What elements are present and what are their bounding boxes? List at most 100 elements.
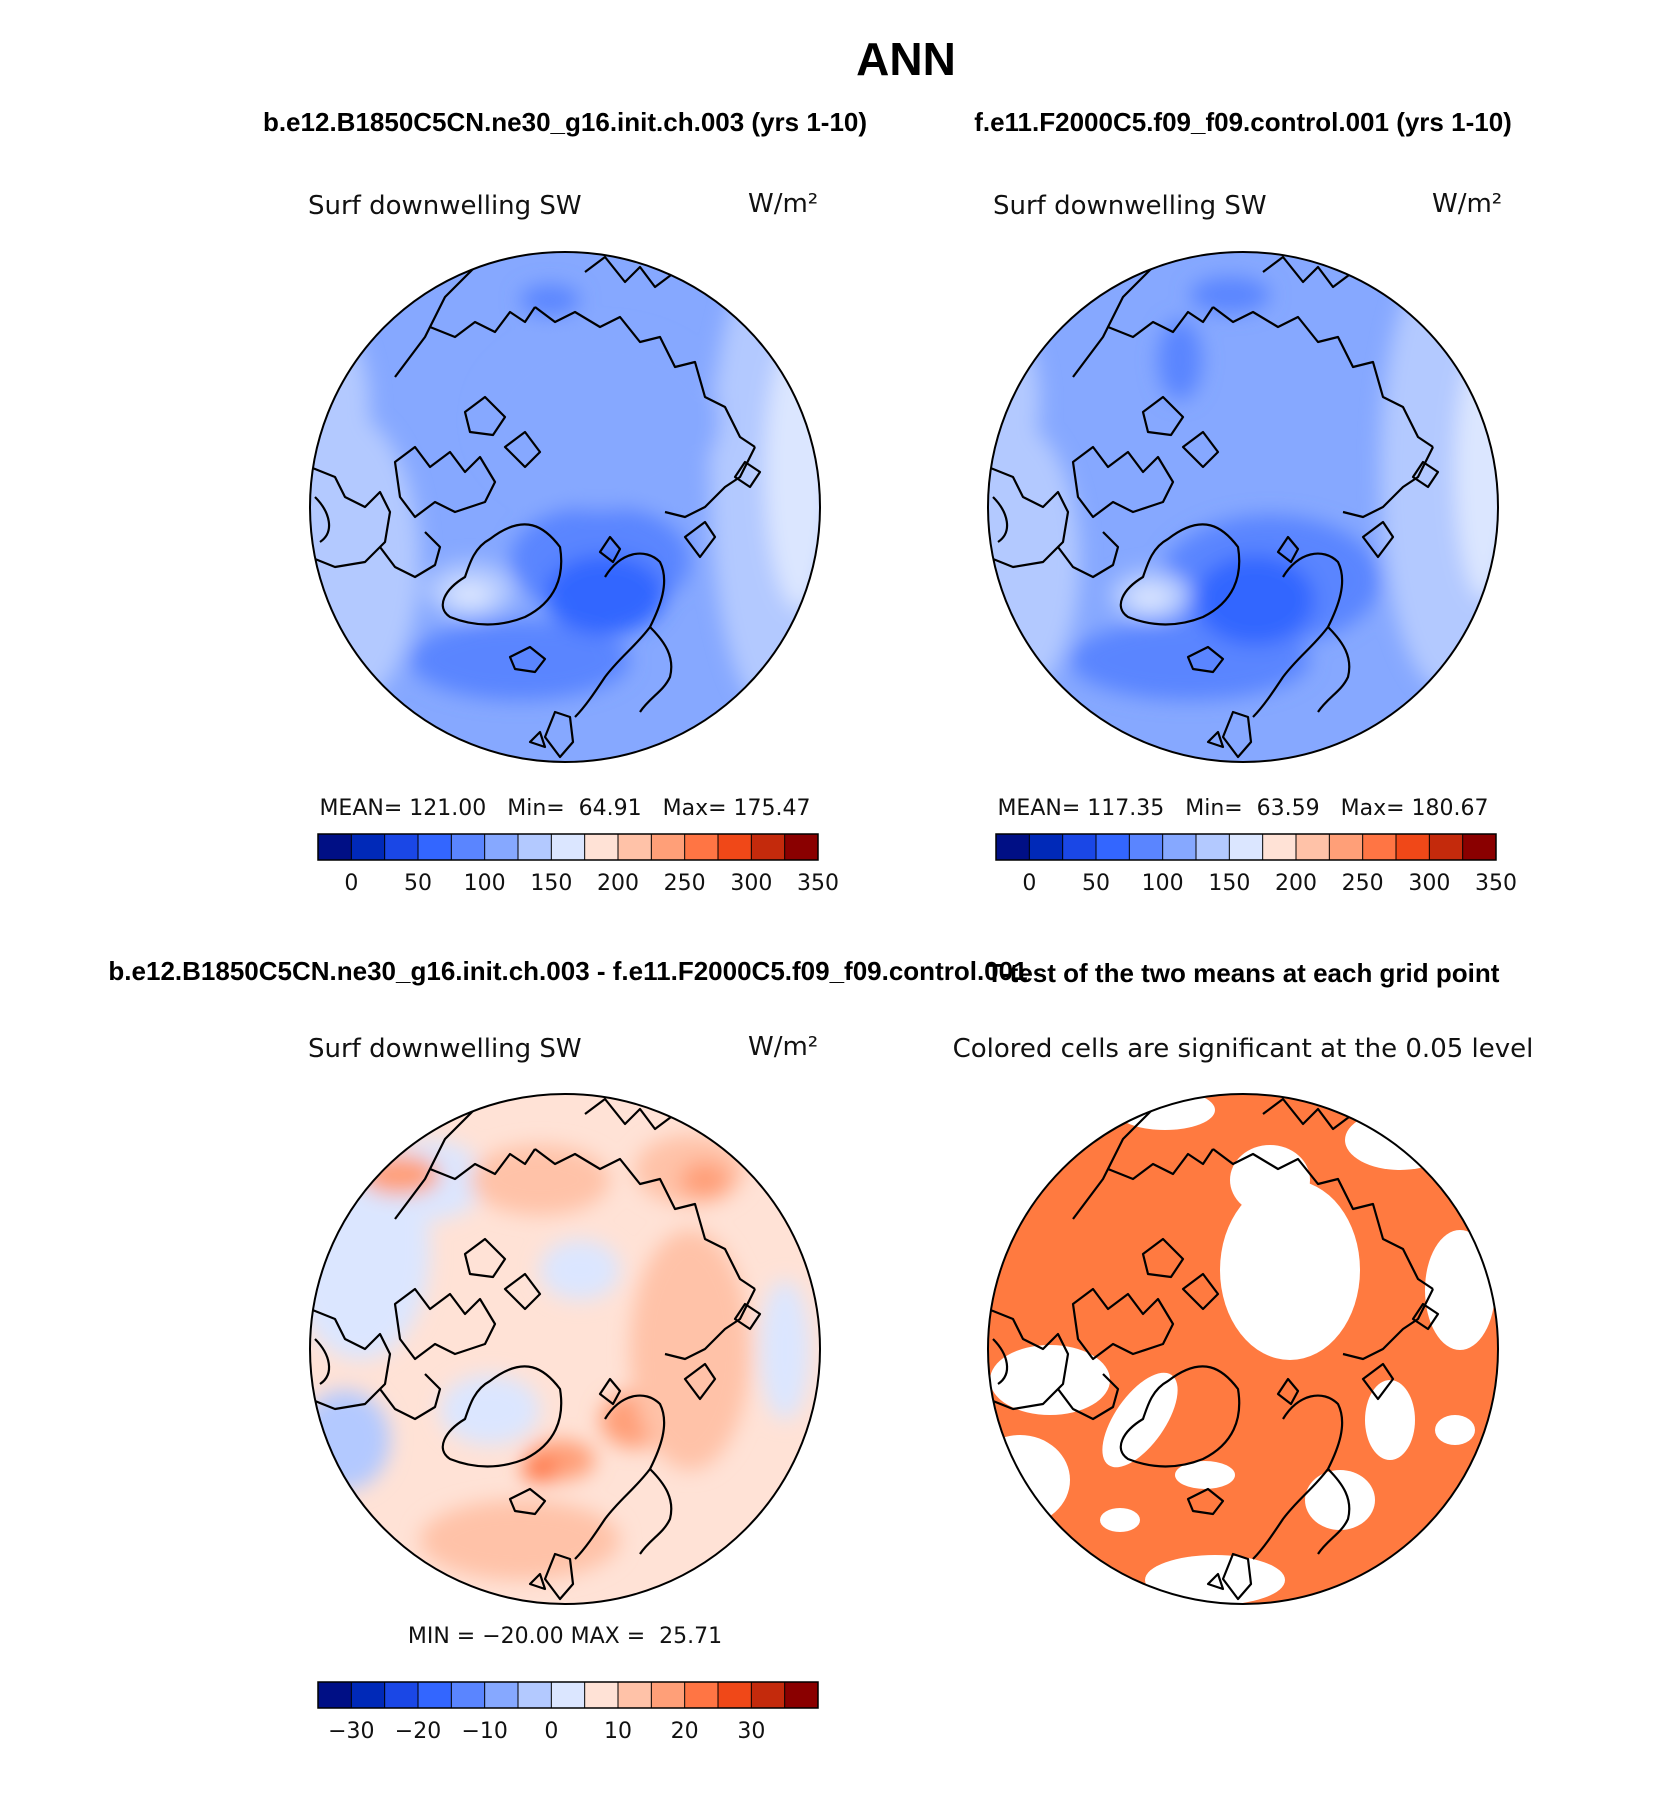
colorbar-b-tick-label: 350 [1475, 871, 1517, 896]
colorbar-c-swatch [451, 1682, 485, 1708]
colorbar-c-swatch [684, 1682, 719, 1708]
colorbar-a-swatch [418, 834, 452, 860]
colorbar-a-tick-label: 150 [530, 871, 572, 896]
panel-c-stats: MIN = −20.00 MAX = 25.71 [408, 1624, 722, 1649]
panel-b-units: W/m² [1432, 189, 1502, 219]
colorbar-a-swatch [551, 834, 585, 860]
colorbar-a-swatch [318, 834, 352, 860]
colorbar-c-tick-label: 0 [544, 1719, 558, 1744]
panel-a-units: W/m² [748, 189, 818, 219]
colorbar-a-swatch [351, 834, 385, 860]
panel-c-units: W/m² [748, 1032, 818, 1062]
colorbar-b-swatch [1429, 834, 1463, 860]
colorbar-b-swatch [1362, 834, 1397, 860]
colorbar-c-frame [317, 1681, 819, 1709]
colorbar-a-swatch [484, 834, 519, 860]
colorbar-c-swatch [784, 1682, 819, 1708]
colorbar-a-tick-label: 300 [730, 871, 772, 896]
colorbar-a-swatch [384, 834, 419, 860]
colorbar-c-tick-label: 10 [604, 1719, 632, 1744]
colorbar-b-tick-label: 300 [1408, 871, 1450, 896]
colorbar-b-swatch [1062, 834, 1097, 860]
colorbar-c-swatch [618, 1682, 652, 1708]
panel-case-b: Surf downwelling SW W/m² MEAN= 117.35 Mi… [987, 189, 1517, 896]
colorbar-c-swatch [718, 1682, 752, 1708]
colorbar-a-swatch [651, 834, 685, 860]
colorbar-c-swatch [318, 1682, 352, 1708]
colorbar-b-swatch [1096, 834, 1130, 860]
colorbar-b-tick-label: 150 [1208, 871, 1250, 896]
panel-c-map [310, 1094, 820, 1604]
colorbar-a-tick-label: 0 [344, 871, 358, 896]
colorbar-a-tick-label: 200 [597, 871, 639, 896]
colorbar-a-swatch [684, 834, 719, 860]
colorbar-b-swatch [1129, 834, 1163, 860]
panel-d-subtitle: Colored cells are significant at the 0.0… [953, 1034, 1534, 1064]
panel-case-a: Surf downwelling SW W/m² MEAN= 121.00 Mi… [308, 189, 839, 896]
panel-a-variable: Surf downwelling SW [308, 191, 582, 221]
panel-c-variable: Surf downwelling SW [308, 1034, 582, 1064]
panel-a-stats: MEAN= 121.00 Min= 64.91 Max= 175.47 [319, 796, 810, 821]
colorbar-c-swatch [551, 1682, 585, 1708]
colorbar-c-tick-label: −20 [395, 1719, 441, 1744]
colorbar-c-swatch [518, 1682, 552, 1708]
panel-a-map [310, 252, 820, 762]
colorbar-c-swatch [651, 1682, 685, 1708]
colorbar-c-swatch [751, 1682, 785, 1708]
panel-difference: Surf downwelling SW W/m² [308, 1032, 821, 1744]
panel-b-stats: MEAN= 117.35 Min= 63.59 Max= 180.67 [997, 796, 1488, 821]
colorbar-b-tick-label: 100 [1142, 871, 1184, 896]
colorbar-a-frame [317, 833, 819, 861]
colorbar-a-tick-label: 50 [404, 871, 432, 896]
colorbar-a-tick-label: 350 [797, 871, 839, 896]
colorbar-a-swatch [518, 834, 552, 860]
colorbar-a-swatch [784, 834, 819, 860]
colorbar-c-tick-label: 20 [671, 1719, 699, 1744]
colorbar-b-frame [995, 833, 1497, 861]
colorbar-b-swatch [1396, 834, 1430, 860]
colorbar-b-swatch [1029, 834, 1063, 860]
colorbar-a-tick-label: 100 [464, 871, 506, 896]
colorbar-b-swatch [1296, 834, 1330, 860]
colorbar-c-swatch [384, 1682, 419, 1708]
colorbar-c-swatch [584, 1682, 619, 1708]
ttest-title: T-test of the two means at each grid poi… [987, 958, 1500, 988]
panel-d-boundary [987, 1093, 1499, 1605]
panel-c-boundary [309, 1093, 821, 1605]
colorbar-a-swatch [751, 834, 785, 860]
colorbar-b-swatch [1462, 834, 1497, 860]
colorbar-a-swatch [718, 834, 752, 860]
colorbar-b: 0 50 100 150 200 250 300 350 [995, 833, 1517, 896]
colorbar-b-swatch [996, 834, 1030, 860]
colorbar-b-tick-label: 0 [1022, 871, 1036, 896]
colorbar-b-tick-label: 50 [1082, 871, 1110, 896]
panel-b-boundary [987, 251, 1499, 763]
case-a-title: b.e12.B1850C5CN.ne30_g16.init.ch.003 (yr… [263, 107, 867, 137]
case-b-title: f.e11.F2000C5.f09_f09.control.001 (yrs 1… [974, 107, 1512, 137]
colorbar-c-tick-label: −10 [461, 1719, 507, 1744]
colorbar-c-tick-label: 30 [737, 1719, 765, 1744]
panel-d-map [988, 1094, 1498, 1604]
colorbar-c-swatch [418, 1682, 452, 1708]
colorbar-b-swatch [1229, 834, 1263, 860]
colorbar-b-swatch [1196, 834, 1230, 860]
panel-ttest: Colored cells are significant at the 0.0… [953, 1034, 1534, 1605]
colorbar-b-tick-label: 200 [1275, 871, 1317, 896]
colorbar-a: 0 50 100 150 200 250 300 350 [317, 833, 839, 896]
colorbar-a-tick-label: 250 [664, 871, 706, 896]
panel-a-boundary [309, 251, 821, 763]
diff-title: b.e12.B1850C5CN.ne30_g16.init.ch.003 - f… [108, 956, 1027, 986]
colorbar-b-tick-label: 250 [1342, 871, 1384, 896]
colorbar-c-swatch [351, 1682, 385, 1708]
colorbar-a-swatch [451, 834, 485, 860]
colorbar-c-tick-label: −30 [328, 1719, 374, 1744]
panel-b-variable: Surf downwelling SW [993, 191, 1267, 221]
colorbar-c: −30 −20 −10 0 10 20 30 [317, 1681, 819, 1744]
colorbar-b-swatch [1262, 834, 1297, 860]
colorbar-c-swatch [484, 1682, 519, 1708]
colorbar-a-swatch [618, 834, 652, 860]
colorbar-b-swatch [1329, 834, 1363, 860]
colorbar-b-swatch [1162, 834, 1197, 860]
panel-b-map [988, 252, 1498, 762]
